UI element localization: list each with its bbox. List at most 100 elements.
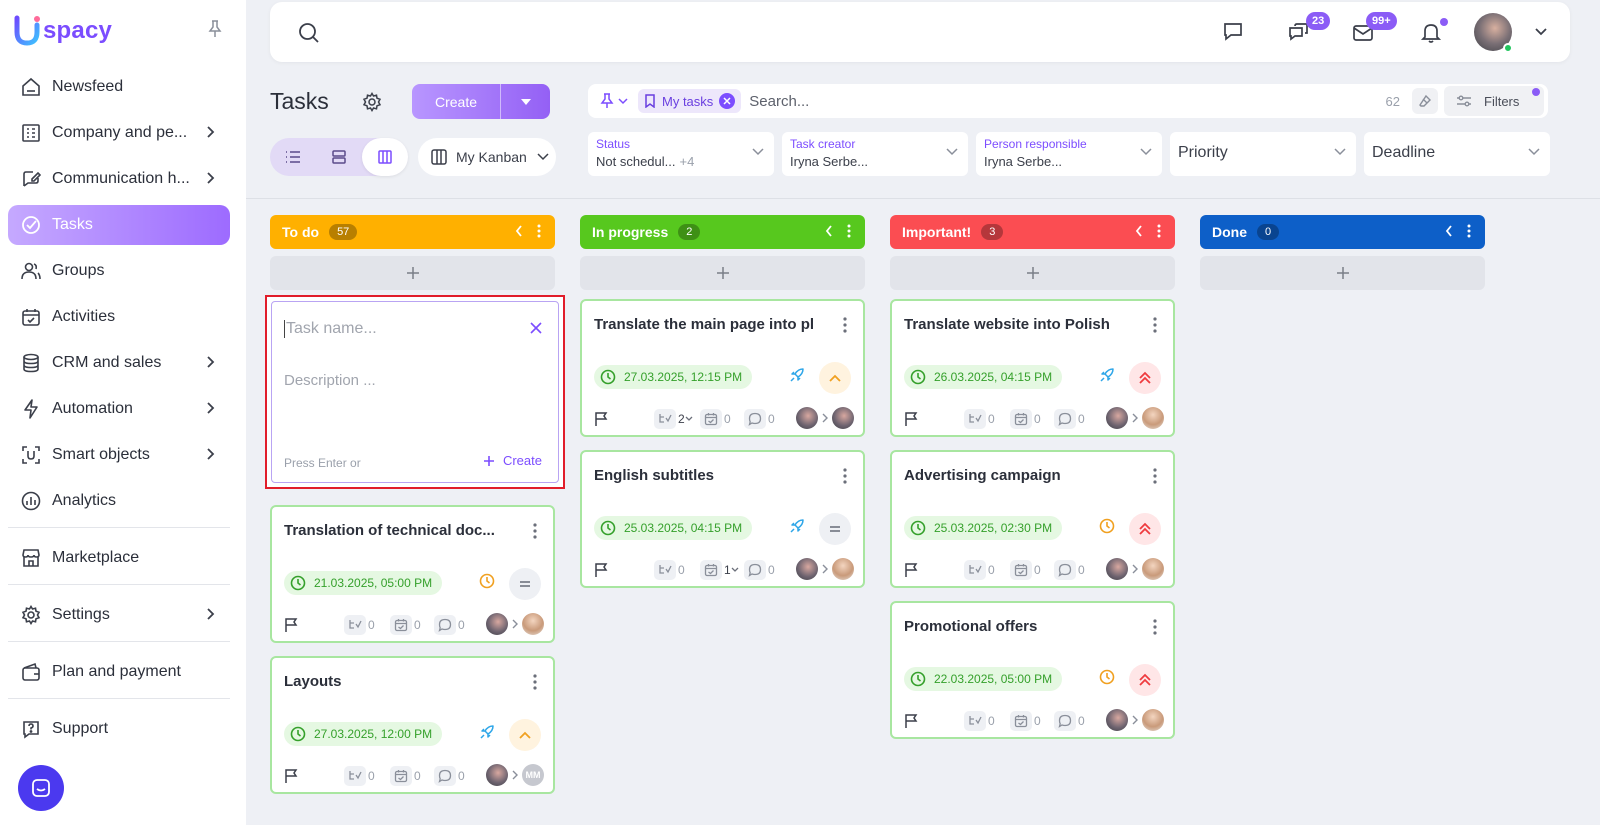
priority-filter[interactable]: Priority xyxy=(1170,132,1356,176)
column-menu-icon[interactable] xyxy=(1467,224,1471,238)
kanban-selector[interactable]: My Kanban xyxy=(418,138,556,176)
deadline-badge[interactable]: 26.03.2025, 04:15 PM xyxy=(904,365,1063,389)
task-title[interactable]: Translate website into Polish xyxy=(904,316,1110,333)
task-title[interactable]: Translation of technical doc... xyxy=(284,522,495,539)
search-icon[interactable] xyxy=(298,22,320,44)
creator-avatar[interactable] xyxy=(1106,709,1128,731)
collapse-chevron-icon[interactable] xyxy=(825,225,833,237)
card-menu-icon[interactable] xyxy=(843,468,847,484)
settings-gear-icon[interactable] xyxy=(362,92,382,112)
chevron-down-icon[interactable] xyxy=(1534,27,1548,37)
calendar-check-count[interactable]: 0 xyxy=(390,766,421,786)
task-creator-filter[interactable]: Task creator Iryna Serbe... xyxy=(782,132,968,176)
subtask-count[interactable]: 0 xyxy=(964,409,995,429)
chat-widget-button[interactable] xyxy=(18,765,64,811)
create-dropdown-caret-icon[interactable] xyxy=(501,98,550,106)
comment-count[interactable]: 0 xyxy=(1054,409,1085,429)
my-tasks-tag[interactable]: My tasks xyxy=(638,89,742,113)
flag-icon[interactable] xyxy=(904,713,918,729)
column-menu-icon[interactable] xyxy=(847,224,851,238)
responsible-avatar[interactable]: MM xyxy=(522,764,544,786)
mail-icon[interactable] xyxy=(1352,22,1374,44)
sidebar-item-plan[interactable]: Plan and payment xyxy=(8,652,230,692)
logo[interactable]: spacy xyxy=(14,14,112,48)
task-card[interactable]: Translate the main page into pl 27.03.202… xyxy=(580,299,865,437)
responsible-avatar[interactable] xyxy=(1142,407,1164,429)
add-task-button[interactable] xyxy=(270,256,555,290)
calendar-check-count[interactable]: 0 xyxy=(1010,560,1041,580)
comment-count[interactable]: 0 xyxy=(434,766,465,786)
subtask-count[interactable]: 2 xyxy=(654,409,693,429)
comment-count[interactable]: 0 xyxy=(1054,560,1085,580)
deadline-badge[interactable]: 25.03.2025, 02:30 PM xyxy=(904,516,1063,540)
deadline-filter[interactable]: Deadline xyxy=(1364,132,1550,176)
sidebar-item-company[interactable]: Company and pe... xyxy=(8,113,230,153)
flag-icon[interactable] xyxy=(594,562,608,578)
sidebar-item-support[interactable]: Support xyxy=(8,709,230,749)
deadline-badge[interactable]: 21.03.2025, 05:00 PM xyxy=(284,571,443,595)
task-description-input[interactable]: Description ... xyxy=(284,372,376,389)
calendar-check-count[interactable]: 1 xyxy=(700,560,739,580)
responsible-avatar[interactable] xyxy=(522,613,544,635)
comment-count[interactable]: 0 xyxy=(744,560,775,580)
filters-button[interactable]: Filters xyxy=(1444,86,1544,116)
message-icon[interactable] xyxy=(1222,20,1244,42)
deadline-badge[interactable]: 27.03.2025, 12:15 PM xyxy=(594,365,753,389)
add-task-button[interactable] xyxy=(890,256,1175,290)
priority-button[interactable] xyxy=(509,719,541,751)
creator-avatar[interactable] xyxy=(1106,558,1128,580)
sidebar-item-tasks[interactable]: Tasks xyxy=(8,205,230,245)
task-title[interactable]: Promotional offers xyxy=(904,618,1038,635)
subtask-count[interactable]: 0 xyxy=(964,560,995,580)
card-menu-icon[interactable] xyxy=(1153,317,1157,333)
calendar-check-count[interactable]: 0 xyxy=(1010,409,1041,429)
create-task-button[interactable]: Create xyxy=(412,84,550,119)
status-filter[interactable]: Status Not schedul... +4 xyxy=(588,132,774,176)
bell-icon[interactable] xyxy=(1420,21,1442,43)
responsible-avatar[interactable] xyxy=(832,407,854,429)
calendar-check-count[interactable]: 0 xyxy=(700,409,731,429)
creator-avatar[interactable] xyxy=(486,764,508,786)
new-task-create-button[interactable]: Create xyxy=(483,453,542,468)
pin-icon[interactable] xyxy=(208,20,222,38)
priority-button[interactable] xyxy=(819,513,851,545)
priority-button[interactable] xyxy=(509,568,541,600)
priority-button[interactable] xyxy=(1129,362,1161,394)
card-menu-icon[interactable] xyxy=(843,317,847,333)
sidebar-item-automation[interactable]: Automation xyxy=(8,389,230,429)
priority-button[interactable] xyxy=(1129,513,1161,545)
task-card[interactable]: Promotional offers 22.03.2025, 05:00 PM 0 0… xyxy=(890,601,1175,739)
sidebar-item-activities[interactable]: Activities xyxy=(8,297,230,337)
chats-icon[interactable] xyxy=(1288,22,1310,44)
list-view-button[interactable] xyxy=(270,138,316,176)
priority-button[interactable] xyxy=(1129,664,1161,696)
flag-icon[interactable] xyxy=(284,617,298,633)
column-menu-icon[interactable] xyxy=(537,224,541,238)
flag-icon[interactable] xyxy=(594,411,608,427)
subtask-count[interactable]: 0 xyxy=(654,560,685,580)
calendar-check-count[interactable]: 0 xyxy=(390,615,421,635)
responsible-avatar[interactable] xyxy=(832,558,854,580)
calendar-check-count[interactable]: 0 xyxy=(1010,711,1041,731)
deadline-badge[interactable]: 22.03.2025, 05:00 PM xyxy=(904,667,1063,691)
collapse-chevron-icon[interactable] xyxy=(1135,225,1143,237)
task-card[interactable]: Advertising campaign 25.03.2025, 02:30 PM… xyxy=(890,450,1175,588)
comment-count[interactable]: 0 xyxy=(1054,711,1085,731)
kanban-view-button[interactable] xyxy=(362,138,408,176)
column-menu-icon[interactable] xyxy=(1157,224,1161,238)
sidebar-item-newsfeed[interactable]: Newsfeed xyxy=(8,67,230,107)
sidebar-item-settings[interactable]: Settings xyxy=(8,595,230,635)
deadline-badge[interactable]: 25.03.2025, 04:15 PM xyxy=(594,516,753,540)
priority-button[interactable] xyxy=(819,362,851,394)
add-task-button[interactable] xyxy=(580,256,865,290)
flag-icon[interactable] xyxy=(904,411,918,427)
remove-tag-icon[interactable] xyxy=(719,93,736,109)
sidebar-item-analytics[interactable]: Analytics xyxy=(8,481,230,521)
creator-avatar[interactable] xyxy=(486,613,508,635)
card-menu-icon[interactable] xyxy=(533,523,537,539)
creator-avatar[interactable] xyxy=(796,407,818,429)
sidebar-item-crm[interactable]: CRM and sales xyxy=(8,343,230,383)
task-card[interactable]: Translate website into Polish 26.03.2025,… xyxy=(890,299,1175,437)
add-task-button[interactable] xyxy=(1200,256,1485,290)
close-icon[interactable] xyxy=(530,322,542,334)
